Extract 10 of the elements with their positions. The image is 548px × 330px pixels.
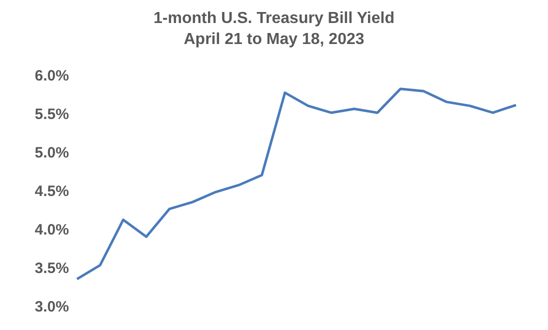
line-series — [76, 88, 518, 280]
chart-title: 1-month U.S. Treasury Bill Yield — [152, 9, 396, 29]
chart-subtitle: April 21 to May 18, 2023 — [182, 30, 366, 50]
y-tick-label: 5.5% — [34, 106, 69, 123]
y-tick-label: 3.5% — [34, 260, 69, 277]
y-tick-label: 3.0% — [34, 298, 69, 316]
y-tick-label: 4.5% — [34, 182, 69, 200]
y-tick-label: 4.0% — [34, 221, 69, 238]
y-tick-label: 5.0% — [34, 144, 69, 162]
y-tick-label: 6.0% — [34, 67, 69, 84]
